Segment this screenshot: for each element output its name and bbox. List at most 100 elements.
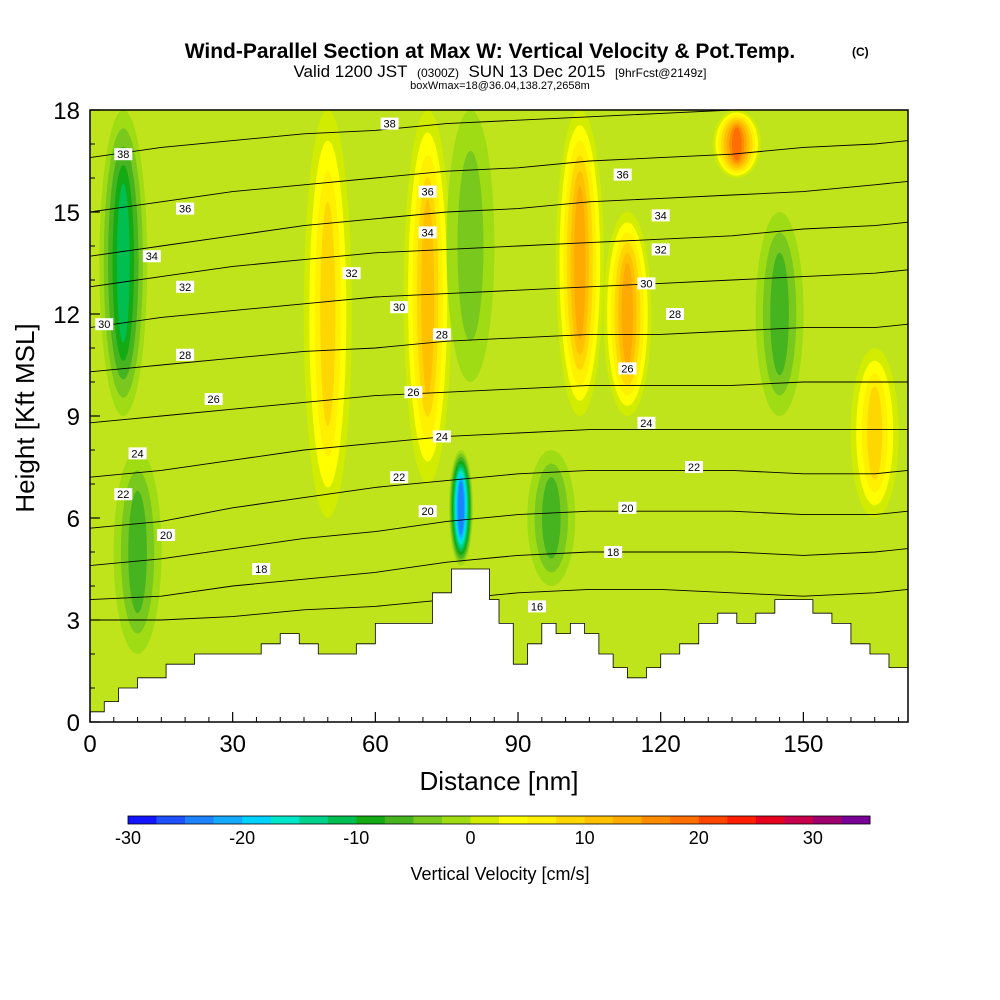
theta-contour-36 [90,140,908,213]
contour-label-3: 36 [422,187,434,199]
valid-utc: (0300Z) [417,66,459,80]
colorbar-swatch-13 [499,816,528,824]
contour-label-box-5 [142,250,161,263]
contour-label-29: 18 [255,564,267,576]
colorbar-swatch-25 [841,816,871,824]
colorbar-tick--30: -30 [115,828,141,848]
colorbar-frame [127,815,871,825]
contour-label-31: 16 [531,601,543,613]
velocity-cell-6-3 [542,477,561,559]
theta-contour-18 [90,548,908,601]
colorbar-swatch-18 [641,816,671,824]
velocity-cell-3-5 [421,199,435,395]
theta-contour-30 [90,269,908,329]
velocity-cell-9-8 [731,127,742,161]
x-tick-label-60: 60 [362,731,389,758]
x-tick-label-30: 30 [219,731,246,758]
contour-label-box-16 [665,308,684,320]
colorbar-swatch-4 [242,816,272,824]
contour-label-box-24 [390,471,409,484]
colorbar-swatch-10 [413,816,443,824]
theta-contour-34 [90,180,908,257]
colorbar-swatch-11 [441,816,471,824]
contour-label-box-8 [176,280,195,293]
contour-label-box-2 [176,202,195,215]
x-tick-label-90: 90 [505,731,532,758]
contour-label-box-18 [404,386,423,399]
colorbar-swatch-23 [784,816,814,824]
contour-label-box-30 [604,546,623,558]
colorbar-swatch-12 [470,816,500,824]
valid-time-line: Valid 1200 JST (0300Z) SUN 13 Dec 2015 [… [293,62,706,81]
contour-label-16: 28 [669,309,681,321]
velocity-cell-2-4 [320,201,336,427]
contour-label-28: 20 [621,503,633,515]
contour-label-box-3 [418,185,437,198]
colorbar-tick--20: -20 [229,828,255,848]
colorbar-swatch-2 [185,816,214,824]
theta-contour-32 [90,221,908,288]
x-axis-label: Distance [nm] [420,766,579,796]
contour-label-10: 32 [655,244,667,256]
plot-area: 38 38 36 36 36 34 34 34 32 32 32 30 30 30 28 28 28 26 26 26… [90,110,908,722]
contour-label-box-29 [252,563,271,575]
y-tick-label-6: 6 [67,506,80,533]
y-tick-label-0: 0 [67,710,80,737]
terrain [90,568,908,722]
box-info: boxWmax=18@36.04,138.27,2658m [410,80,590,92]
contour-label-box-21 [432,430,451,443]
chart-title: Wind-Parallel Section at Max W: Vertical… [185,40,796,63]
colorbar-label: Vertical Velocity [cm/s] [410,864,589,884]
colorbar-ticks: -30 -20 -10 0 10 20 30 [115,828,823,848]
contour-label-14: 28 [179,350,191,362]
contour-label-box-19 [618,362,637,375]
colorbar [127,815,871,825]
contour-label-25: 22 [688,462,700,474]
colorbar-swatch-3 [213,816,243,824]
contour-label-box-11 [95,318,114,331]
velocity-cell-0-5 [116,183,130,343]
colorbar-swatch-0 [128,816,157,824]
y-tick-label-18: 18 [53,98,80,125]
contour-label-box-15 [432,328,451,341]
colorbar-swatch-20 [698,816,728,824]
contour-label-9: 32 [345,268,357,280]
colorbar-swatch-15 [556,816,585,824]
contour-label-13: 30 [640,278,652,290]
contour-label-4: 36 [617,170,629,182]
contour-label-box-26 [157,529,176,541]
forecast-tag: [9hrFcst@2149z] [615,66,707,80]
colorbar-swatch-22 [755,816,785,824]
y-axis: 0 3 6 9 12 15 18 [53,98,100,737]
contour-label-21: 24 [436,431,448,443]
contour-label-box-27 [418,505,437,518]
velocity-cell-1-3 [128,490,147,614]
contour-label-box-23 [114,488,133,501]
velocity-cell-7-6 [574,186,586,340]
contour-label-box-1 [380,117,399,130]
colorbar-swatch-6 [299,816,329,824]
contour-label-6: 34 [422,227,434,239]
contour-label-box-6 [418,226,437,239]
contour-label-15: 28 [436,329,448,341]
velocity-cell-11-4 [867,386,883,480]
contour-label-17: 26 [208,394,220,406]
velocity-cell-10-3 [770,252,789,376]
theta-contour-16 [90,588,908,621]
colorbar-swatch-1 [156,816,186,824]
contour-label-22: 24 [640,418,652,430]
colorbar-swatch-21 [727,816,757,824]
contour-label-24: 22 [393,472,405,484]
contour-label-5: 34 [146,251,158,263]
velocity-field [99,110,899,654]
contour-label-19: 26 [621,363,633,375]
contour-label-8: 32 [179,282,191,294]
contour-label-box-28 [618,501,637,514]
valid-date: SUN 13 Dec 2015 [468,62,605,81]
theta-contour-24 [90,429,908,478]
y-tick-label-15: 15 [53,200,80,227]
contour-label-box-22 [637,416,656,429]
contour-label-box-10 [651,243,670,256]
theta-contour-38 [90,110,908,159]
contour-label-12: 30 [393,302,405,314]
